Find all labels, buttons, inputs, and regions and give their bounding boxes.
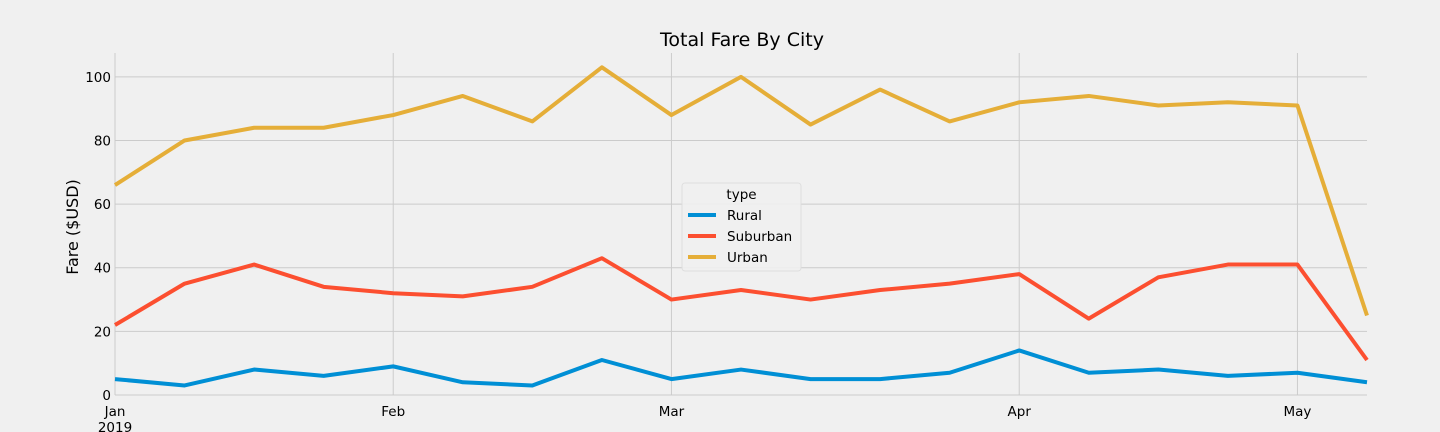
- series-lines: [113, 65, 1369, 388]
- y-tick-label: 40: [94, 261, 111, 277]
- series-line-suburban: [113, 256, 1369, 362]
- y-tick-label: 20: [94, 324, 111, 340]
- legend-title: type: [726, 187, 756, 203]
- x-tick-label: May: [1283, 404, 1311, 420]
- legend: type Rural Suburban Urban: [681, 182, 802, 272]
- y-axis-label: Fare ($USD): [63, 179, 82, 275]
- y-tick-label: 100: [85, 70, 111, 86]
- x-tick-label: Feb: [381, 404, 405, 420]
- x-tick-label: Mar: [659, 404, 685, 420]
- y-tick-label: 80: [94, 133, 111, 149]
- series-line-urban: [113, 65, 1369, 317]
- chart-title: Total Fare By City: [659, 29, 824, 51]
- legend-entry: Rural: [727, 208, 762, 224]
- y-tick-label: 0: [102, 388, 111, 404]
- x-tick-label: Jan: [104, 404, 126, 420]
- legend-entry: Urban: [727, 250, 768, 266]
- legend-entry: Suburban: [727, 229, 792, 245]
- x-tick-label: Apr: [1008, 404, 1032, 420]
- legend-box: [681, 182, 802, 272]
- series-line-rural: [114, 348, 1368, 388]
- y-tick-label: 60: [94, 197, 111, 213]
- x-tick-sublabel: 2019: [98, 420, 132, 432]
